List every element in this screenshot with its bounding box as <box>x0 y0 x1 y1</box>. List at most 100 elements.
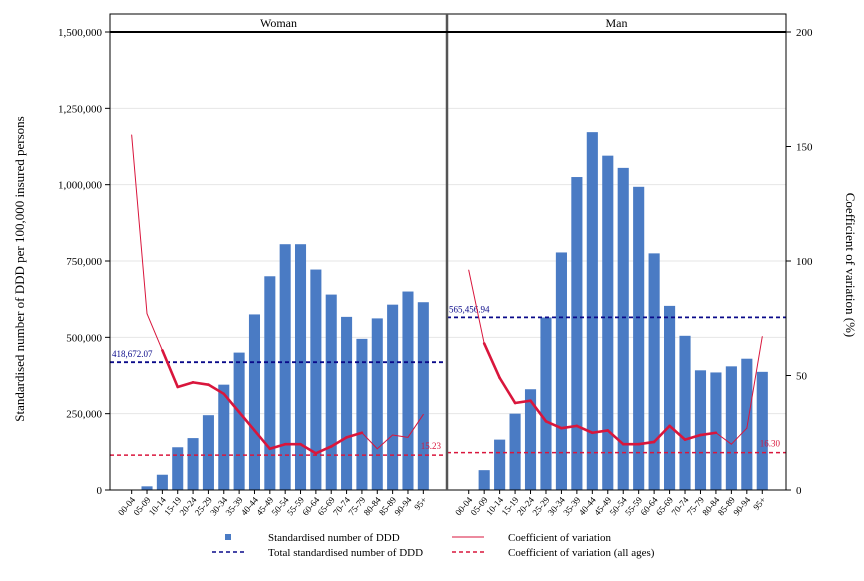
woman-ddd-bar <box>294 244 307 490</box>
man-cv-segment <box>591 429 610 435</box>
man-ddd-bar <box>664 305 676 490</box>
man-ddd-bar <box>710 372 722 490</box>
man-cv-segment <box>746 336 763 429</box>
woman-cv-segment <box>361 432 378 450</box>
man-cv-segment <box>699 431 718 437</box>
y-tick-label: 500,000 <box>66 332 102 344</box>
y2-axis-title: Coefficient of variation (%) <box>843 193 858 338</box>
woman-x-tick-label: 95+ <box>412 495 429 512</box>
man-cv-segment <box>468 269 485 344</box>
y-tick-label: 1,250,000 <box>58 103 103 115</box>
woman-cv-segment <box>253 429 272 451</box>
woman-cv-segment <box>268 442 287 451</box>
woman-cv-segment <box>329 436 348 448</box>
man-cv-segment <box>715 432 732 445</box>
y2-tick-label: 100 <box>796 256 813 268</box>
man-x-tick-label: 95+ <box>751 495 768 512</box>
woman-ddd-bar <box>279 244 291 490</box>
legend-label: Total standardised number of DDD <box>268 547 423 559</box>
woman-cv-segment <box>314 445 333 455</box>
woman-cv-segment <box>207 383 226 396</box>
man-panel-title: Man <box>606 16 628 30</box>
woman-ddd-bar <box>341 316 353 490</box>
y2-tick-label: 200 <box>796 27 813 39</box>
man-ddd-bar <box>725 366 737 490</box>
man-ddd-bar <box>648 253 660 490</box>
woman-total-label: 418,672.07 <box>112 349 153 359</box>
legend-bar-swatch <box>225 534 231 540</box>
man-cv-segment <box>513 399 532 405</box>
woman-cv-segment <box>392 434 409 438</box>
woman-ddd-bar <box>325 294 337 490</box>
frame-layer: Woman Man <box>109 13 787 491</box>
y-axis-title: Standardised number of DDD per 100,000 i… <box>12 116 27 421</box>
marks-layer: 418,672.07 15.23 565,456.94 16.30 <box>110 132 786 491</box>
man-cv-all-label: 16.30 <box>760 439 781 449</box>
legend-label: Standardised number of DDD <box>268 532 400 544</box>
man-ddd-bar <box>694 370 707 490</box>
man-ddd-bar <box>555 252 567 490</box>
woman-cv-segment <box>376 434 394 450</box>
woman-cv-segment <box>299 442 318 455</box>
y-tick-label: 0 <box>97 485 103 497</box>
man-cv-segment <box>730 427 748 445</box>
woman-ddd-bar <box>202 415 214 490</box>
woman-ddd-bar <box>248 314 261 490</box>
man-ddd-bar <box>741 358 753 490</box>
man-cv-segment <box>606 429 625 446</box>
woman-cv-segment <box>131 134 148 315</box>
woman-cv-segment <box>146 313 163 351</box>
woman-ddd-bar <box>356 338 368 490</box>
man-ddd-bar <box>617 167 629 490</box>
woman-ddd-bar <box>387 304 399 490</box>
man-ddd-bar <box>756 371 768 490</box>
man-cv-segment <box>575 424 594 435</box>
woman-cv-segment <box>222 392 241 414</box>
woman-ddd-bar <box>187 438 199 490</box>
man-ddd-bar <box>524 389 537 490</box>
woman-ddd-bar <box>371 318 383 490</box>
woman-ddd-bar <box>218 384 230 490</box>
man-cv-segment <box>560 424 579 430</box>
man-ddd-bar <box>633 186 645 490</box>
man-cv-segment <box>683 433 702 441</box>
man-ddd-bar <box>509 413 521 490</box>
man-ddd-bar <box>478 470 490 490</box>
man-ddd-bar <box>571 177 583 491</box>
man-cv-segment <box>482 342 501 380</box>
man-ddd-bar <box>494 439 506 490</box>
man-cv-segment <box>529 399 548 423</box>
y-tick-label: 1,500,000 <box>58 27 103 39</box>
man-cv-segment <box>652 424 671 444</box>
woman-x-tick-label: 90-94 <box>392 494 413 517</box>
man-cv-segment <box>544 419 563 430</box>
y2-tick-label: 0 <box>796 485 802 497</box>
woman-ddd-bar <box>310 269 322 490</box>
man-cv-segment <box>637 440 656 446</box>
woman-cv-segment <box>237 410 256 432</box>
woman-ddd-bar <box>402 291 414 490</box>
woman-panel-title: Woman <box>260 16 297 30</box>
man-cv-segment <box>498 376 517 405</box>
legend-label: Coefficient of variation <box>508 532 612 544</box>
man-ddd-bar <box>586 132 598 490</box>
woman-cv-segment <box>191 381 210 386</box>
man-ddd-bar <box>602 155 614 490</box>
y2-tick-label: 150 <box>796 142 813 154</box>
man-ddd-bar <box>679 335 691 490</box>
woman-cv-segment <box>161 349 180 389</box>
y-tick-label: 750,000 <box>66 256 102 268</box>
y-tick-label: 250,000 <box>66 409 102 421</box>
woman-ddd-bar <box>417 302 429 490</box>
woman-ddd-bar <box>233 352 245 490</box>
man-cv-segment <box>668 424 687 441</box>
woman-ddd-bar <box>264 276 276 490</box>
woman-cv-segment <box>176 381 195 389</box>
woman-ddd-bar <box>141 486 153 490</box>
legend-layer: Standardised number of DDD Coefficient of… <box>212 532 655 559</box>
man-total-label: 565,456.94 <box>449 304 490 314</box>
man-ddd-bar <box>540 317 552 490</box>
y-tick-label: 1,000,000 <box>58 180 103 192</box>
